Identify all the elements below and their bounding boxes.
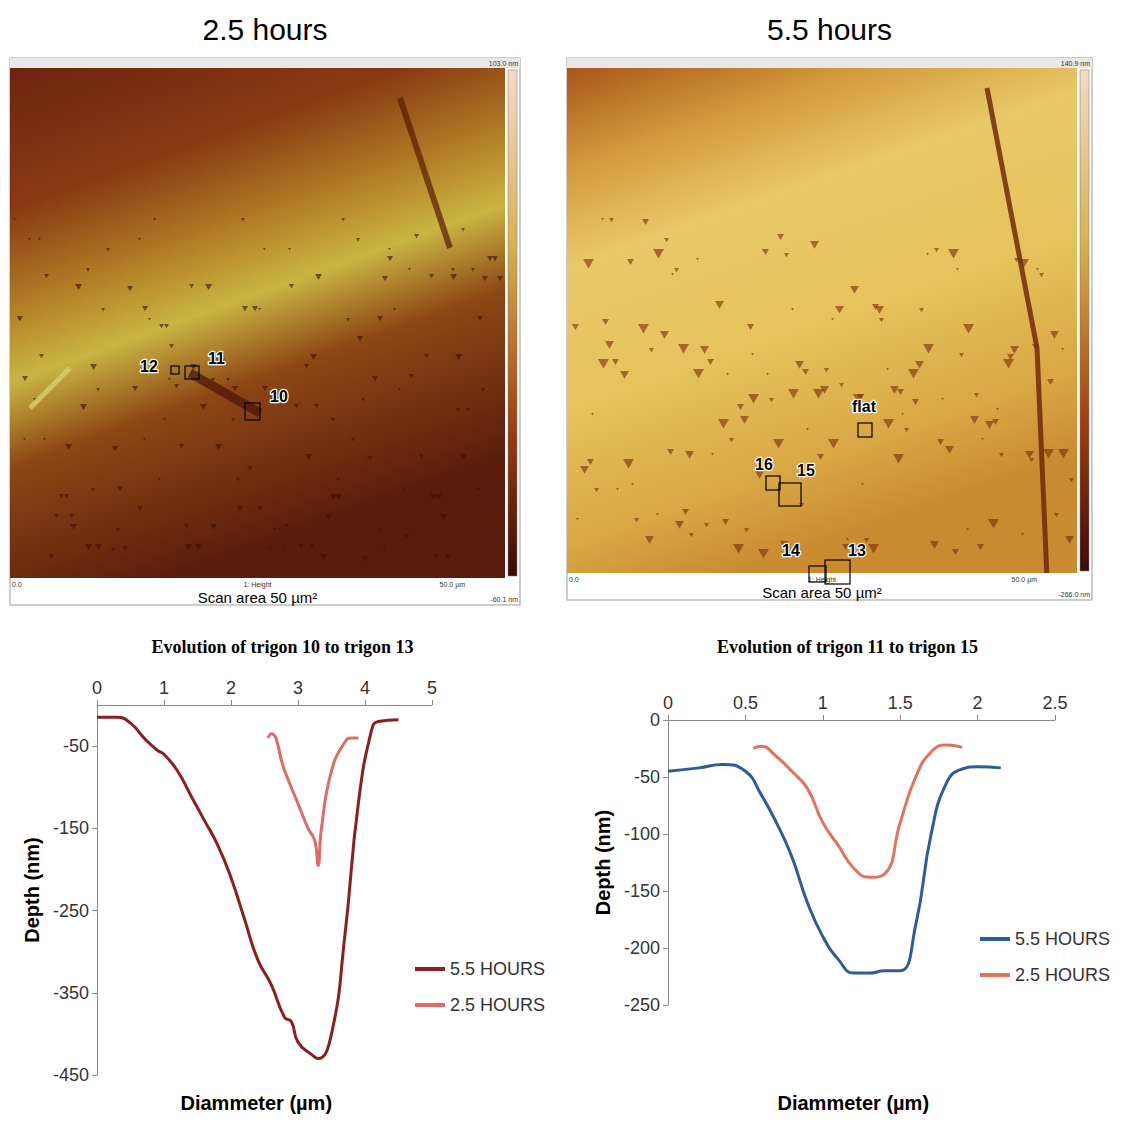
svg-text:-250: -250: [53, 901, 89, 921]
svg-text:10: 10: [270, 388, 288, 405]
svg-text:15: 15: [797, 462, 815, 479]
svg-text:Diammeter (µm): Diammeter (µm): [181, 1092, 333, 1114]
svg-text:5.5 hours: 5.5 hours: [767, 13, 892, 46]
svg-text:Depth (nm): Depth (nm): [592, 810, 614, 916]
svg-text:0.0: 0.0: [569, 576, 579, 583]
svg-text:5.5 HOURS: 5.5 HOURS: [1015, 929, 1110, 949]
svg-text:0.5: 0.5: [733, 693, 758, 713]
svg-text:2.5 hours: 2.5 hours: [202, 13, 327, 46]
svg-text:Evolution of trigon 11 to trig: Evolution of trigon 11 to trigon 15: [717, 637, 978, 657]
svg-text:50.0 µm: 50.0 µm: [1012, 576, 1038, 584]
svg-text:-200: -200: [624, 938, 660, 958]
svg-text:4: 4: [360, 678, 370, 698]
svg-text:-266.0 nm: -266.0 nm: [1058, 591, 1090, 598]
svg-text:2: 2: [226, 678, 236, 698]
svg-text:Evolution of trigon 10 to trig: Evolution of trigon 10 to trigon 13: [151, 637, 413, 657]
svg-text:-450: -450: [53, 1065, 89, 1085]
svg-text:-150: -150: [53, 818, 89, 838]
svg-text:1: Height: 1: Height: [243, 581, 271, 589]
svg-text:-50: -50: [63, 736, 89, 756]
svg-text:0: 0: [92, 678, 102, 698]
svg-text:11: 11: [208, 350, 225, 367]
svg-text:1: Height: 1: Height: [808, 576, 836, 584]
svg-text:5: 5: [427, 678, 437, 698]
svg-text:13: 13: [848, 542, 866, 559]
svg-text:Diammeter (µm): Diammeter (µm): [778, 1092, 930, 1114]
svg-text:2.5: 2.5: [1042, 693, 1067, 713]
svg-text:50.0 µm: 50.0 µm: [440, 581, 466, 589]
svg-text:-350: -350: [53, 983, 89, 1003]
svg-text:5.5 HOURS: 5.5 HOURS: [450, 959, 545, 979]
svg-text:1: 1: [159, 678, 169, 698]
svg-text:-50: -50: [634, 767, 660, 787]
svg-text:flat: flat: [852, 398, 877, 415]
svg-text:-250: -250: [624, 995, 660, 1015]
svg-text:Depth (nm): Depth (nm): [21, 837, 43, 943]
svg-text:2.5 HOURS: 2.5 HOURS: [450, 995, 545, 1015]
svg-text:-100: -100: [624, 824, 660, 844]
svg-text:0.0: 0.0: [12, 581, 22, 588]
svg-text:2.5 HOURS: 2.5 HOURS: [1015, 965, 1110, 985]
svg-text:16: 16: [755, 456, 773, 473]
svg-text:-60.1 nm: -60.1 nm: [490, 596, 518, 603]
svg-text:2: 2: [973, 693, 983, 713]
svg-text:140.9 nm: 140.9 nm: [1061, 60, 1090, 67]
svg-text:103.0 nm: 103.0 nm: [489, 60, 518, 67]
svg-text:12: 12: [140, 358, 158, 375]
svg-text:Scan area 50 µm²: Scan area 50 µm²: [762, 584, 882, 601]
svg-text:1.5: 1.5: [888, 693, 913, 713]
svg-text:0: 0: [650, 710, 660, 730]
svg-text:14: 14: [782, 542, 800, 559]
svg-text:Scan area 50 µm²: Scan area 50 µm²: [198, 589, 318, 606]
svg-text:0: 0: [663, 693, 673, 713]
svg-text:-150: -150: [624, 881, 660, 901]
svg-text:3: 3: [293, 678, 303, 698]
svg-text:1: 1: [818, 693, 828, 713]
